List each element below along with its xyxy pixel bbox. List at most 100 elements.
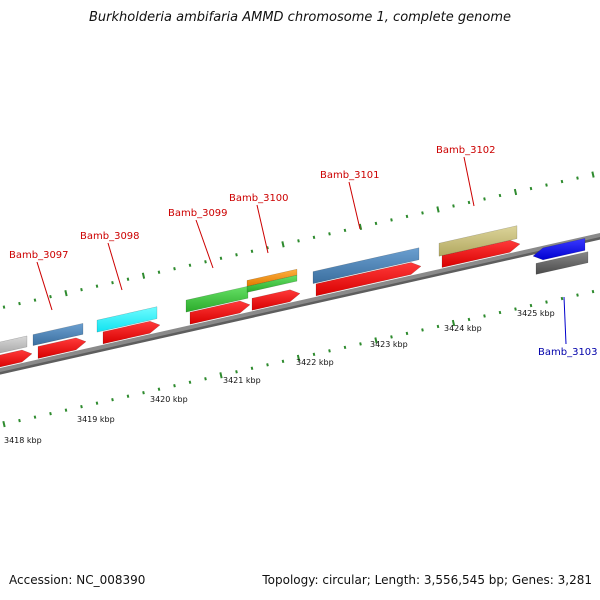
gene-box-bamb-3100-green — [246, 274, 298, 293]
track-dot — [483, 314, 486, 318]
leader-line-bamb-3101 — [348, 181, 361, 230]
track-dot — [421, 211, 424, 215]
gene-label-bamb-3102: Bamb_3102 — [436, 145, 496, 156]
cds-arrow-5 — [251, 289, 301, 311]
track-dot — [126, 277, 130, 281]
track-dot — [343, 228, 347, 233]
track-dot — [328, 349, 331, 353]
track-dot — [343, 345, 347, 350]
tick-label-1: 3418 kbp — [4, 436, 42, 445]
track-dot — [467, 317, 471, 322]
track-dot — [64, 408, 68, 412]
cds-arrow-3 — [102, 320, 161, 345]
track-dot — [591, 289, 595, 294]
track-dot — [405, 214, 409, 219]
track-dot — [80, 287, 83, 292]
cds-arrow-6 — [315, 262, 422, 297]
track-dot — [374, 221, 378, 226]
track-dot — [560, 179, 564, 184]
track-dot — [2, 305, 6, 309]
track-dot — [452, 204, 455, 208]
gene-box-bamb-3102 — [438, 225, 518, 257]
track-dot — [80, 404, 83, 409]
track-dot — [576, 293, 579, 297]
track-dot — [173, 267, 176, 271]
gene-label-bamb-3101: Bamb_3101 — [320, 170, 380, 181]
track-dot — [95, 401, 99, 405]
track-major-dot — [451, 319, 456, 327]
track-dot — [545, 183, 548, 187]
gene-box-bamb-3097 — [32, 323, 84, 346]
track-dot — [467, 200, 471, 205]
track-dot — [173, 384, 176, 388]
track-major-dot — [219, 372, 223, 379]
tick-label-6: 3423 kbp — [370, 340, 408, 349]
genome-title: Burkholderia ambifaria AMMD chromosome 1… — [88, 10, 512, 25]
gene-box-bamb-3099 — [185, 285, 249, 313]
track-dot — [33, 415, 37, 419]
track-major-dot — [374, 337, 378, 344]
cds-arrow-4 — [189, 300, 251, 325]
track-dot — [33, 298, 37, 302]
track-dot — [359, 342, 362, 346]
track-dot — [390, 335, 393, 339]
gene-box-bamb-3103 — [535, 251, 589, 275]
tick-label-5: 3422 kbp — [296, 358, 334, 367]
track-major-dot — [2, 420, 6, 428]
track-dot — [142, 391, 145, 395]
track-dot — [188, 380, 192, 384]
track-dot — [514, 307, 517, 311]
track-dot — [529, 186, 533, 191]
gene-label-bamb-3098: Bamb_3098 — [80, 231, 140, 242]
track-dot — [204, 260, 207, 264]
track-major-dot — [281, 241, 285, 248]
track-dot — [157, 387, 161, 391]
track-dot — [405, 331, 409, 336]
track-dot — [266, 363, 269, 367]
track-dot — [18, 418, 21, 423]
track-major-dot — [296, 354, 301, 361]
gene-box-bamb-3098 — [96, 306, 158, 333]
track-dot — [49, 294, 52, 299]
track-major-dot — [64, 290, 68, 297]
track-dot — [498, 193, 502, 198]
track-dot — [219, 256, 223, 260]
scale-ticks: 3418 kbp 3419 kbp 3420 kbp 3421 kbp 3422 kbp… — [4, 309, 555, 445]
track-dot — [498, 310, 502, 315]
cds-arrow-1 — [0, 349, 33, 368]
track-dot — [18, 301, 21, 306]
leader-line-bamb-3099 — [195, 219, 214, 269]
track-major-dot — [513, 188, 518, 196]
track-dot — [421, 328, 424, 332]
backbone — [0, 232, 600, 375]
track-dot — [250, 249, 254, 253]
gene-label-bamb-3103: Bamb_3103 — [538, 347, 598, 358]
leader-line-bamb-3100 — [256, 204, 269, 254]
tick-label-3: 3420 kbp — [150, 395, 188, 404]
track-dot — [328, 232, 331, 236]
leader-line-bamb-3102 — [463, 156, 475, 207]
cds-arrow-bamb-3103 — [532, 238, 586, 261]
track-dot — [483, 197, 486, 201]
feature-layer — [0, 225, 589, 368]
track-dot — [157, 270, 161, 274]
track-dot — [111, 281, 114, 285]
track-dot — [312, 235, 316, 240]
track-dot — [49, 411, 52, 416]
genome-summary-text: Topology: circular; Length: 3,556,545 bp… — [262, 573, 592, 587]
track-dot — [576, 176, 579, 180]
track-dot — [95, 284, 99, 288]
backbone-line — [0, 232, 600, 373]
track-dot — [545, 300, 548, 304]
upper-dotted-track — [2, 171, 595, 309]
track-dot — [204, 377, 207, 381]
track-dot — [529, 303, 533, 308]
track-dot — [235, 253, 238, 257]
leader-line-bamb-3103 — [563, 296, 567, 345]
gene-label-bamb-3097: Bamb_3097 — [9, 250, 69, 261]
track-major-dot — [436, 206, 440, 213]
leader-line-bamb-3097 — [36, 261, 53, 311]
